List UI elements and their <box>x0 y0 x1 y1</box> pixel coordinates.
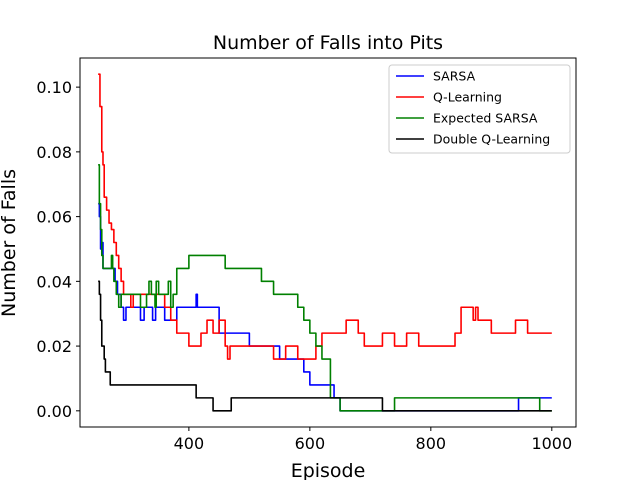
chart-title: Number of Falls into Pits <box>213 32 443 54</box>
y-tick-label: 0.02 <box>36 337 72 356</box>
series-line-2 <box>98 73 552 360</box>
y-tick-label: 0.04 <box>36 272 72 291</box>
y-axis: 0.00 0.02 0.04 0.06 0.08 0.10 <box>36 78 80 421</box>
x-axis: 400 600 800 1000 <box>174 427 572 453</box>
legend-label-1: SARSA <box>433 69 476 84</box>
series-line-4 <box>98 280 552 412</box>
y-tick-label: 0.06 <box>36 208 72 227</box>
x-tick-label: 800 <box>416 434 447 453</box>
y-axis-title: Number of Falls <box>0 169 20 317</box>
plot-frame <box>79 57 577 428</box>
legend: SARSA Q-Learning Expected SARSA Double Q-Le… <box>388 64 571 154</box>
legend-box <box>388 64 571 154</box>
series-layer <box>98 73 552 412</box>
x-tick-label: 400 <box>174 434 205 453</box>
legend-label-3: Expected SARSA <box>433 111 538 126</box>
y-tick-label: 0.00 <box>36 402 72 421</box>
series-line-3 <box>98 164 552 412</box>
x-tick-label: 1000 <box>531 434 572 453</box>
legend-label-2: Q-Learning <box>433 90 502 105</box>
x-tick-label: 600 <box>295 434 326 453</box>
y-tick-label: 0.08 <box>36 143 72 162</box>
legend-label-4: Double Q-Learning <box>433 132 550 147</box>
y-tick-label: 0.10 <box>36 78 72 97</box>
x-axis-title: Episode <box>291 460 366 480</box>
